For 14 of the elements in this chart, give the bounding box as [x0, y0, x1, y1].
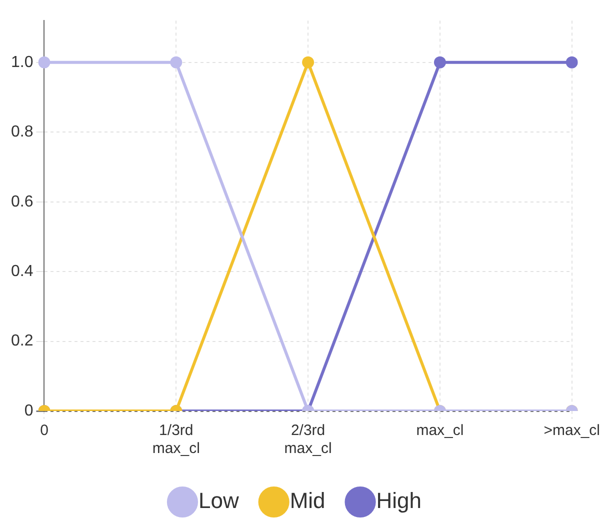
x-tick-label: max_cl	[416, 422, 464, 440]
x-tick-label: 2/3rd max_cl	[284, 422, 332, 458]
x-tick-label: 0	[40, 422, 48, 440]
legend-label: High	[376, 488, 422, 514]
y-tick-label: 0.6	[10, 193, 34, 210]
legend-label: Low	[198, 488, 239, 514]
y-tick-label: 0.8	[10, 124, 34, 141]
y-tick-label: 0.4	[10, 262, 34, 280]
y-tick-label: 1.0	[10, 54, 34, 71]
y-tick-label: 0	[24, 402, 34, 420]
x-tick-label: 1/3rd max_cl	[152, 422, 200, 458]
y-tick-label: 0.2	[10, 332, 34, 350]
x-tick-label: >max_cl	[544, 422, 600, 440]
legend-label: Mid	[290, 488, 326, 514]
